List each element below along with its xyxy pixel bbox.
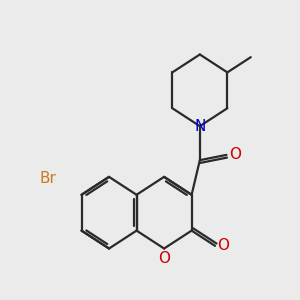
Text: O: O bbox=[229, 147, 241, 162]
Text: O: O bbox=[217, 238, 229, 253]
Text: Br: Br bbox=[40, 171, 57, 186]
Text: N: N bbox=[194, 118, 206, 134]
Text: O: O bbox=[158, 251, 170, 266]
